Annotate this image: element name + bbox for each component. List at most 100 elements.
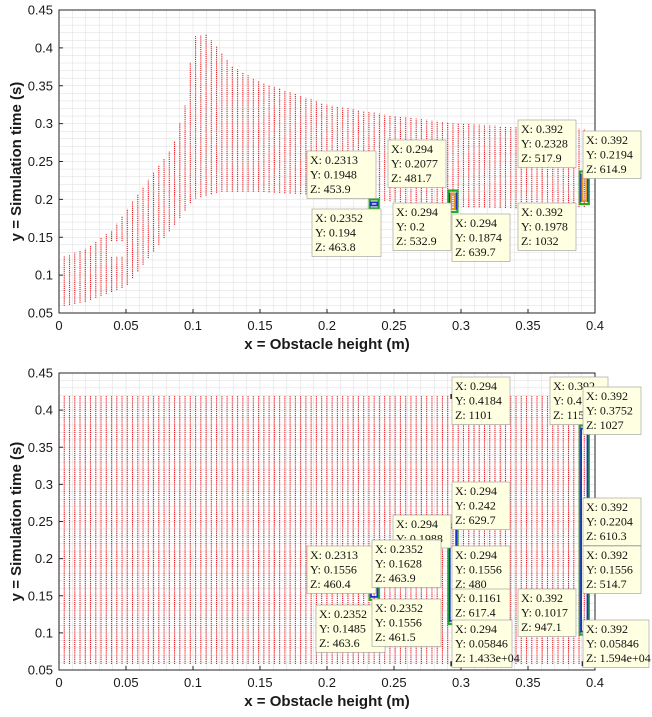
y-tick-label: 0.25 [28, 154, 53, 169]
x-tick-label: 0.25 [381, 675, 406, 690]
datatip-line: Y: 0.1556 [455, 563, 502, 577]
y-axis-label: y = Simulation time (s) [8, 82, 25, 242]
datatip-box [392, 202, 452, 251]
datatip-line: Z: 461.5 [375, 630, 416, 644]
datatip-box [517, 119, 577, 168]
x-tick-label: 0.35 [515, 675, 540, 690]
x-tick-label: 0.2 [318, 318, 336, 333]
datatip-box [306, 150, 377, 199]
x-axis-label: x = Obstacle height (m) [244, 336, 409, 353]
datatip-line: X: 0.2313 [310, 153, 358, 167]
y-tick-label: 0.45 [28, 3, 53, 18]
datatip-line: X: 0.2352 [375, 542, 423, 556]
datatip-line: X: 0.392 [586, 548, 628, 562]
datatip-box [371, 539, 442, 588]
x-tick-label: 0.15 [247, 318, 272, 333]
x-tick-label: 0 [55, 318, 62, 333]
datatip-line: X: 0.2313 [310, 548, 358, 562]
datatip-line: Y: 0.2204 [586, 515, 633, 529]
datatip-line: Y: 0.1485 [319, 622, 366, 636]
datatip-line: Y: 0.2077 [391, 157, 438, 171]
datatip-line: X: 0.294 [455, 622, 497, 636]
datatip-box [451, 481, 511, 530]
datatip-line: Y: 0.2328 [521, 137, 568, 151]
datatip-box [582, 130, 642, 179]
datatip-line: Z: 1.594e+04 [586, 651, 651, 665]
x-tick-label: 0.05 [113, 318, 138, 333]
datatip-box [582, 386, 642, 435]
datatip-line: Y: 0.1556 [586, 563, 633, 577]
y-tick-label: 0.2 [35, 192, 53, 207]
datatip-box [582, 497, 642, 546]
datatip-line: X: 0.392 [521, 122, 563, 136]
datatip-line: Z: 1.433e+04 [455, 651, 520, 665]
datatip-box [451, 376, 511, 425]
datatip-line: X: 0.294 [455, 548, 497, 562]
datatip-line: X: 0.294 [455, 484, 497, 498]
datatip-line: Y: 0.05846 [586, 637, 639, 651]
x-tick-label: 0 [55, 675, 62, 690]
x-tick-label: 0.35 [515, 318, 540, 333]
y-tick-label: 0.05 [28, 306, 53, 321]
datatip-line: Y: 0.2 [396, 220, 425, 234]
y-tick-label: 0.1 [35, 625, 53, 640]
datatip-line: Z: 610.3 [586, 529, 627, 543]
datatip-line: Z: 481.7 [391, 171, 432, 185]
datatip-line: X: 0.392 [586, 133, 628, 147]
datatip-line: X: 0.294 [455, 216, 497, 230]
highlight-box-orange [450, 192, 456, 210]
datatip-line: X: 0.294 [396, 517, 438, 531]
datatip-box [451, 213, 511, 262]
x-axis-label: x = Obstacle height (m) [244, 693, 409, 710]
datatip-line: Z: 614.9 [586, 162, 627, 176]
y-tick-label: 0.4 [35, 40, 53, 55]
highlight-box-blue [370, 201, 379, 207]
datatip-line: Y: 0.1948 [310, 168, 357, 182]
datatip-line: Z: 460.4 [310, 577, 351, 591]
x-tick-label: 0.15 [247, 675, 272, 690]
subplot-1: 0 0.05 0.1 0.15 0.2 0.25 0.3 0.35 0.40.050.10.15… [8, 3, 642, 353]
x-tick-label: 0.1 [184, 318, 202, 333]
datatip-line: Y: 0.05846 [455, 637, 508, 651]
datatip-box [306, 545, 377, 594]
datatip-line: Z: 463.9 [375, 571, 416, 585]
datatip-line: X: 0.392 [521, 205, 563, 219]
datatip-line: Y: 0.2194 [586, 148, 633, 162]
datatip-line: Y: 0.1556 [375, 616, 422, 630]
x-tick-label: 0.1 [184, 675, 202, 690]
datatip-line: Z: 532.9 [396, 234, 437, 248]
y-tick-label: 0.25 [28, 514, 53, 529]
datatip-line: Z: 617.4 [455, 606, 496, 620]
datatip-line: Z: 517.9 [521, 151, 562, 165]
x-tick-label: 0.4 [586, 318, 604, 333]
datatip-line: Z: 480 [455, 577, 487, 591]
datatip-box [371, 598, 442, 647]
datatip-box [451, 545, 511, 594]
datatip-line: X: 0.392 [521, 591, 563, 605]
y-tick-label: 0.35 [28, 440, 53, 455]
datatip-box [582, 545, 642, 594]
datatip-box [451, 619, 513, 668]
x-tick-label: 0.2 [318, 675, 336, 690]
datatip-line: Z: 463.6 [319, 636, 360, 650]
y-tick-label: 0.15 [28, 230, 53, 245]
x-tick-label: 0.05 [113, 675, 138, 690]
datatip-line: Y: 0.1628 [375, 557, 422, 571]
y-tick-label: 0.35 [28, 78, 53, 93]
y-tick-label: 0.3 [35, 477, 53, 492]
datatip-line: Y: 0.1978 [521, 220, 568, 234]
datatip-line: Y: 0.4184 [455, 394, 502, 408]
datatip-line: X: 0.392 [586, 389, 628, 403]
